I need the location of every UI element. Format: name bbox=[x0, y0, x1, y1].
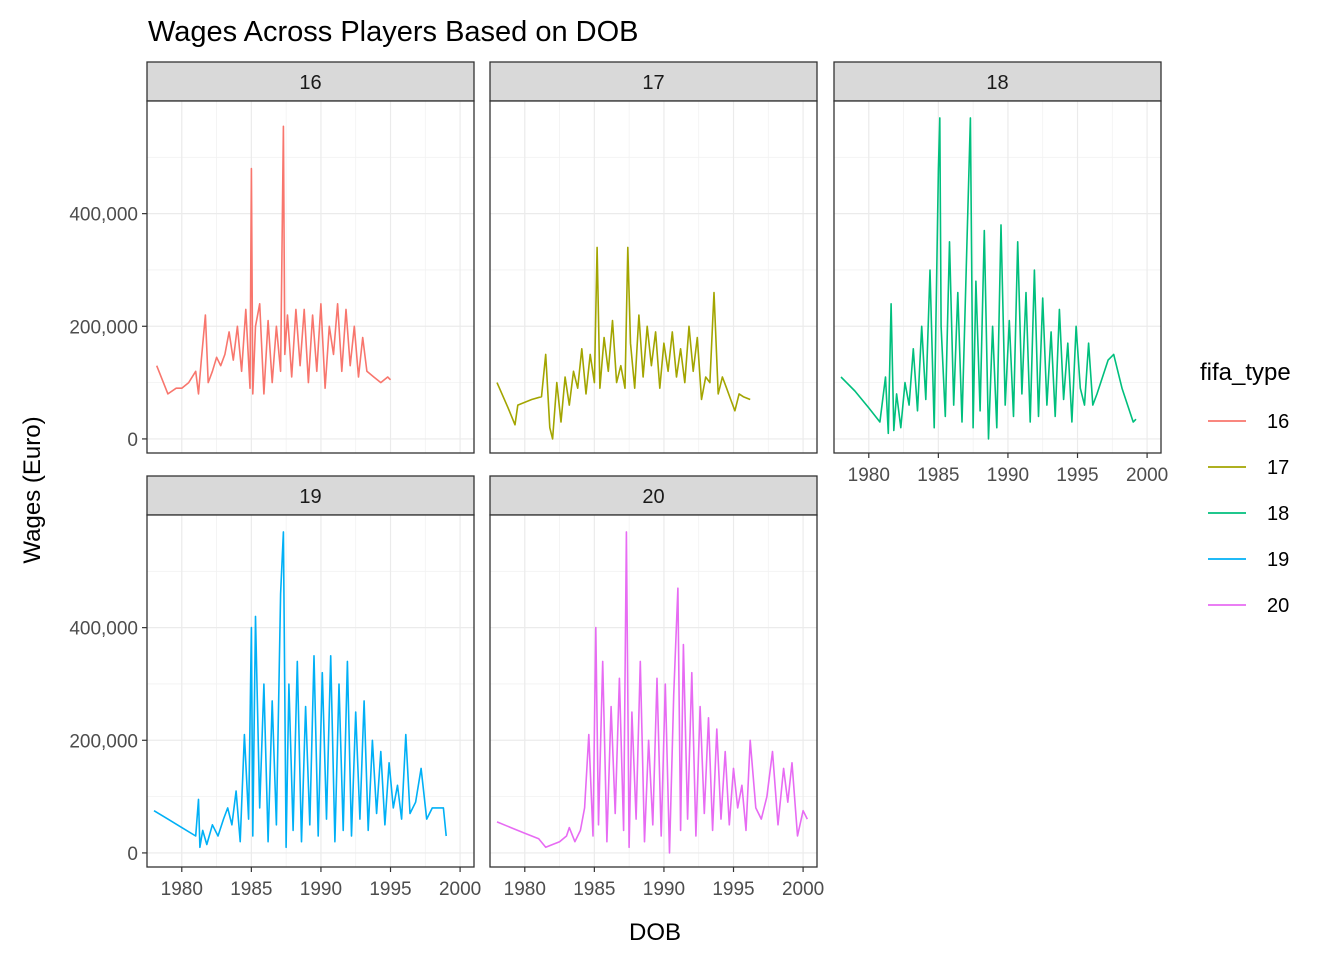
y-tick-label: 400,000 bbox=[69, 205, 138, 226]
facet-panel-16: 16 0 200,000 400,000 bbox=[69, 61, 475, 454]
facet-panel-20: 20 1980 1985 1990 1995 2000 bbox=[489, 475, 824, 900]
x-tick-label: 1980 bbox=[848, 465, 890, 486]
legend-title: fifa_type bbox=[1200, 359, 1291, 386]
panel-background bbox=[147, 101, 474, 453]
x-tick-label: 1990 bbox=[643, 879, 685, 900]
x-tick-label: 1995 bbox=[369, 879, 411, 900]
x-tick-label: 1985 bbox=[230, 879, 272, 900]
panel-border bbox=[146, 100, 475, 454]
legend-label: 16 bbox=[1267, 411, 1289, 433]
facet-strip bbox=[146, 61, 475, 102]
x-tick-label: 2000 bbox=[1126, 465, 1168, 486]
series-line-16 bbox=[155, 125, 392, 395]
legend-item-20: 20 bbox=[1208, 595, 1289, 617]
panel-background bbox=[490, 101, 817, 453]
legend-label: 18 bbox=[1267, 503, 1289, 525]
chart-title: Wages Across Players Based on DOB bbox=[148, 16, 639, 48]
legend: fifa_type 16 17 18 19 20 bbox=[1200, 359, 1291, 617]
panel-border bbox=[489, 100, 818, 454]
facet-strip-label: 17 bbox=[642, 72, 664, 94]
legend-item-17: 17 bbox=[1208, 457, 1289, 479]
x-tick-label: 2000 bbox=[782, 879, 824, 900]
x-axis-title: DOB bbox=[629, 919, 681, 946]
x-tick-label: 1995 bbox=[712, 879, 754, 900]
x-tick-label: 1990 bbox=[300, 879, 342, 900]
x-tick-label: 1985 bbox=[573, 879, 615, 900]
facet-panel-18: 18 1980 1985 1990 1995 2000 bbox=[833, 61, 1168, 486]
facet-strip bbox=[146, 475, 475, 516]
legend-item-19: 19 bbox=[1208, 549, 1289, 571]
y-tick-label: 200,000 bbox=[69, 731, 138, 752]
series-line-18 bbox=[840, 117, 1137, 440]
legend-label: 17 bbox=[1267, 457, 1289, 479]
y-tick-label: 0 bbox=[127, 430, 138, 451]
x-tick-label: 1980 bbox=[161, 879, 203, 900]
x-tick-label: 1980 bbox=[504, 879, 546, 900]
x-tick-label: 1990 bbox=[987, 465, 1029, 486]
x-tick-label: 2000 bbox=[439, 879, 481, 900]
y-tick-label: 0 bbox=[127, 844, 138, 865]
y-axis-title: Wages (Euro) bbox=[19, 416, 46, 563]
legend-label: 19 bbox=[1267, 549, 1289, 571]
facet-panel-17: 17 bbox=[489, 61, 818, 454]
facet-strip bbox=[489, 475, 818, 516]
legend-label: 20 bbox=[1267, 595, 1289, 617]
legend-item-16: 16 bbox=[1208, 411, 1289, 433]
series-line-17 bbox=[496, 246, 751, 440]
series-line-20 bbox=[496, 531, 809, 854]
facet-strip-label: 18 bbox=[986, 72, 1008, 94]
facet-strip bbox=[833, 61, 1162, 102]
panel-border bbox=[489, 514, 818, 868]
facet-panel-19: 19 0 200,000 400,000 1980 1985 1990 1995 2000 bbox=[69, 475, 481, 900]
y-tick-label: 400,000 bbox=[69, 619, 138, 640]
series-line-19 bbox=[153, 531, 447, 849]
legend-item-18: 18 bbox=[1208, 503, 1289, 525]
x-tick-label: 1985 bbox=[917, 465, 959, 486]
panel-border bbox=[833, 100, 1162, 454]
y-tick-label: 200,000 bbox=[69, 317, 138, 338]
facet-strip-label: 16 bbox=[299, 72, 321, 94]
x-tick-label: 1995 bbox=[1056, 465, 1098, 486]
panel-border bbox=[146, 514, 475, 868]
facet-strip-label: 19 bbox=[299, 486, 321, 508]
facet-strip bbox=[489, 61, 818, 102]
facet-strip-label: 20 bbox=[642, 486, 664, 508]
